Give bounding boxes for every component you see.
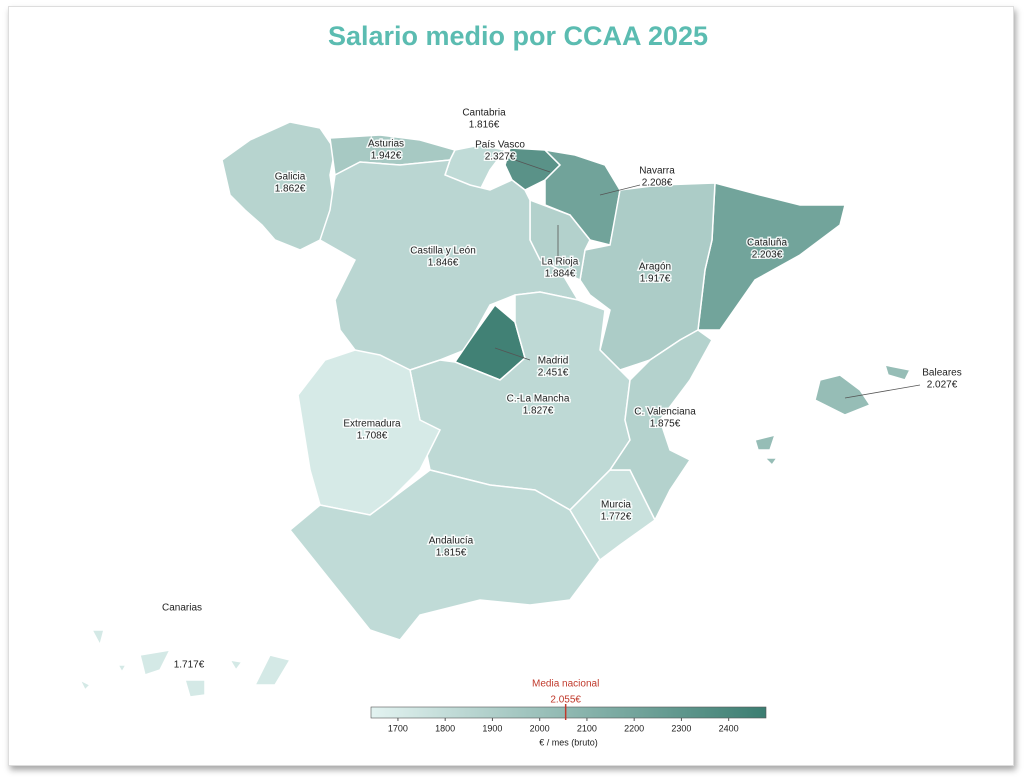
- leader-line: [599, 184, 641, 196]
- region-name: Andalucía: [429, 536, 474, 547]
- region: [754, 364, 912, 467]
- region-name: Cantabria: [462, 108, 506, 119]
- colorbar-tick-label: 2400: [719, 723, 739, 733]
- value-label: 1.827€: [523, 406, 554, 417]
- value-label: 2.451€: [538, 368, 569, 379]
- value-label: 2.208€: [642, 178, 673, 189]
- colorbar-title: € / mes (bruto): [539, 737, 598, 747]
- region-name: Extremadura: [343, 419, 401, 430]
- region-name: Aragón: [639, 262, 671, 273]
- colorbar-tick-label: 2000: [530, 723, 550, 733]
- value-label: 1.917€: [640, 274, 671, 285]
- region-name: Baleares: [922, 368, 961, 379]
- leader-line: [514, 159, 551, 173]
- region-name: La Rioja: [542, 257, 579, 268]
- value-label: 1.846€: [428, 258, 459, 269]
- region-name: Madrid: [538, 356, 569, 367]
- value-label: 1.942€: [371, 151, 402, 162]
- leader-line: [844, 384, 921, 399]
- value-label: 1.875€: [650, 419, 681, 430]
- chart-title: Salario medio por CCAA 2025: [328, 21, 708, 51]
- region: [78, 629, 292, 698]
- value-label: 1.816€: [469, 120, 500, 131]
- value-label: 1.772€: [601, 512, 632, 523]
- value-label: 1.815€: [436, 548, 467, 559]
- region-name: Cataluña: [747, 238, 787, 249]
- region: [608, 329, 713, 522]
- region-name: Galicia: [275, 172, 306, 183]
- value-label: 2.203€: [752, 250, 783, 261]
- colorbar: [370, 706, 767, 719]
- region: [542, 148, 621, 246]
- regions: [78, 121, 912, 698]
- colorbar-tick-label: 2300: [671, 723, 691, 733]
- colorbar-tick-label: 2200: [624, 723, 644, 733]
- colorbar-tick-label: 2100: [577, 723, 597, 733]
- region-name: Murcia: [601, 500, 631, 511]
- value-label: 1.884€: [545, 269, 576, 280]
- reference-label: Media nacional: [532, 679, 599, 690]
- value-label: 1.717€: [174, 660, 205, 671]
- region-name: País Vasco: [475, 140, 525, 151]
- value-label: 1.708€: [357, 431, 388, 442]
- colorbar-tick-label: 1700: [388, 723, 408, 733]
- region-name: Navarra: [639, 166, 675, 177]
- value-label: 2.327€: [485, 152, 516, 163]
- region-name: Canarias: [162, 603, 202, 614]
- colorbar-tick-label: 1900: [482, 723, 502, 733]
- leader-line: [494, 347, 531, 361]
- region-name: Asturias: [368, 139, 404, 150]
- region-name: C. Valenciana: [634, 407, 696, 418]
- region-name: C.-La Mancha: [507, 394, 570, 405]
- reference-value-label: 2.055€: [550, 695, 581, 706]
- value-label: 2.027€: [927, 380, 958, 391]
- region-name: Castilla y León: [410, 246, 476, 257]
- colorbar-tick-label: 1800: [435, 723, 455, 733]
- value-label: 1.862€: [275, 184, 306, 195]
